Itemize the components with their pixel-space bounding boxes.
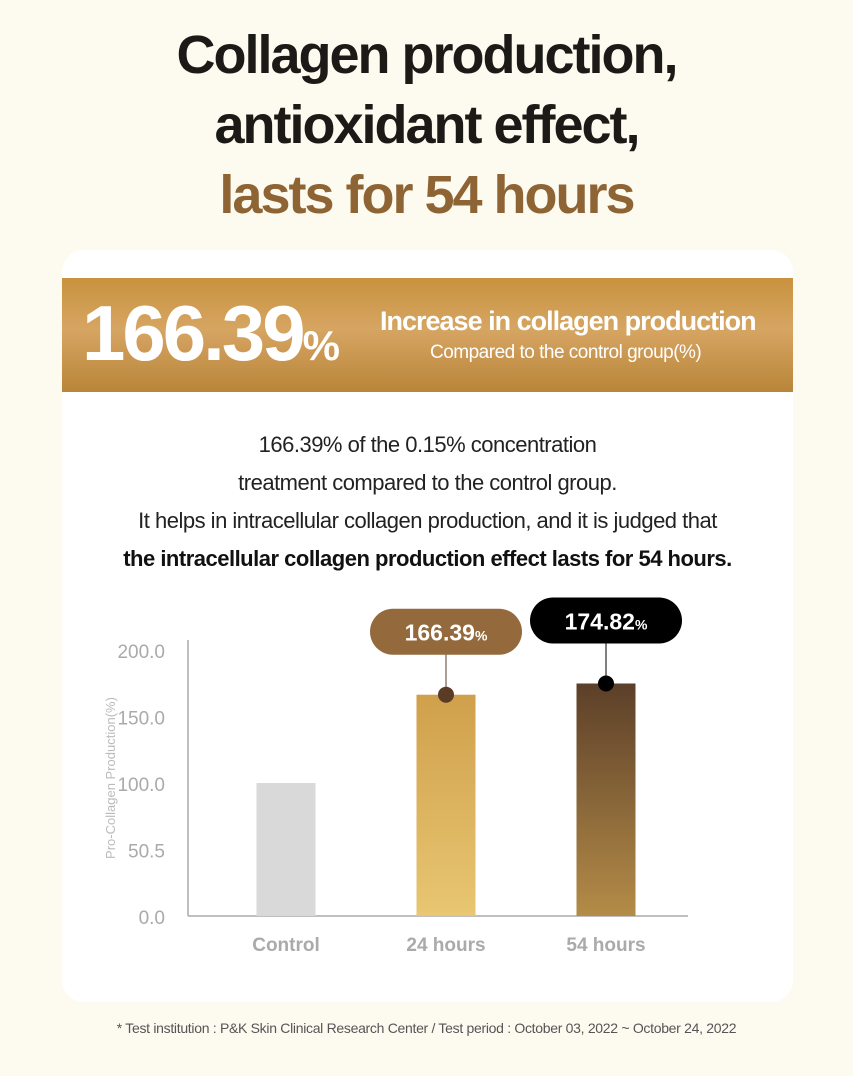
banner-subheading: Compared to the control group(%) [430,342,702,363]
result-banner: 166.39% Increase in collagen production … [62,278,793,392]
y-axis-label: Pro-Collagen Production(%) [103,697,118,859]
result-card: 166.39% Increase in collagen production … [62,250,793,1002]
bar-24-hours [416,694,476,916]
value-marker-dot [438,686,454,703]
x-tick-label: 24 hours [406,935,485,956]
data-label: 166.39% [405,620,488,646]
description-line: 166.39% of the 0.15% concentration [258,432,597,457]
data-label-pill [530,597,682,644]
x-tick-label: Control [252,935,320,956]
y-tick-label: 0.0 [139,908,165,929]
headline-line-3: lasts for 54 hours [219,165,635,225]
y-tick-label: 50.5 [128,842,165,863]
footnote: * Test institution : P&K Skin Clinical R… [116,1020,737,1036]
description: 166.39% of the 0.15% concentration treat… [62,426,793,578]
data-label-pill [370,608,522,655]
y-tick-label: 100.0 [117,775,165,796]
headline-line-2: antioxidant effect, [214,95,640,155]
banner-heading: Increase in collagen production [380,306,757,336]
y-tick-label: 150.0 [117,709,165,730]
headline-line-1: Collagen production, [176,25,679,85]
value-marker-dot [598,675,614,692]
description-bold-line: the intracellular collagen production ef… [123,546,732,571]
description-line: treatment compared to the control group. [238,470,617,495]
description-line: It helps in intracellular collagen produ… [138,508,717,533]
x-tick-label: 54 hours [566,935,645,956]
data-label: 174.82% [565,608,648,634]
banner-unit: % [302,322,340,369]
y-tick-label: 200.0 [117,642,165,663]
bar-control [256,783,316,916]
banner-number: 166.39 [82,289,306,377]
bar-54-hours [576,683,636,916]
banner-value: 166.39% [82,288,340,379]
